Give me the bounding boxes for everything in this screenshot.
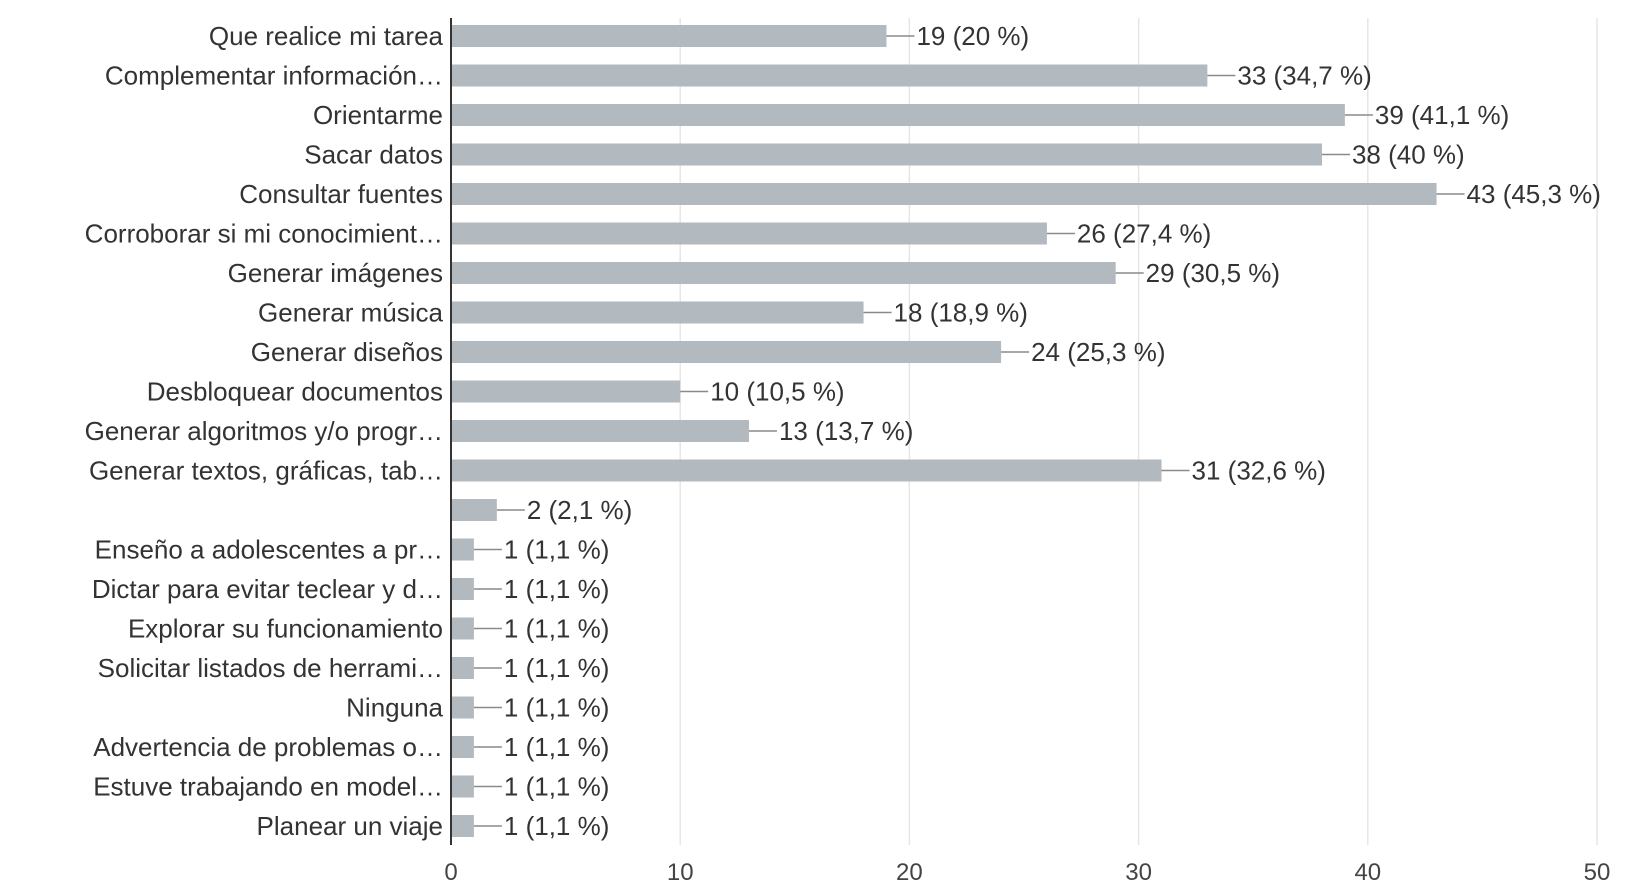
bar [451, 657, 474, 679]
data-label: 10 (10,5 %) [710, 377, 844, 407]
category-label: Generar diseños [251, 337, 443, 367]
bar [451, 578, 474, 600]
data-label: 43 (45,3 %) [1467, 179, 1601, 209]
data-label: 1 (1,1 %) [504, 574, 610, 604]
category-label: Explorar su funcionamiento [128, 614, 443, 644]
x-tick-label: 0 [444, 859, 457, 886]
data-label: 1 (1,1 %) [504, 535, 610, 565]
data-label: 26 (27,4 %) [1077, 219, 1211, 249]
data-label: 24 (25,3 %) [1031, 337, 1165, 367]
category-label: Generar imágenes [228, 258, 443, 288]
category-label: Sacar datos [304, 140, 443, 170]
x-tick-label: 50 [1584, 859, 1611, 886]
data-label: 1 (1,1 %) [504, 772, 610, 802]
bar [451, 341, 1002, 363]
category-label: Corroborar si mi conocimient… [85, 219, 443, 249]
bar [451, 183, 1437, 205]
data-label: 31 (32,6 %) [1192, 456, 1326, 486]
bar [451, 222, 1047, 245]
bar [451, 459, 1162, 482]
bar [451, 617, 474, 640]
bar [451, 25, 887, 47]
labels: 0 10 20 30 40 50 19 (20 %) Que realice mi tarea… [85, 21, 1611, 886]
bar [451, 815, 474, 837]
category-label: Dictar para evitar teclear y d… [92, 574, 443, 604]
bar [451, 380, 681, 403]
data-label: 33 (34,7 %) [1237, 61, 1371, 91]
bar [451, 420, 749, 442]
data-label: 19 (20 %) [916, 21, 1029, 51]
bar [451, 143, 1322, 166]
data-label: 39 (41,1 %) [1375, 100, 1509, 130]
category-label: Enseño a adolescentes a pr… [95, 535, 443, 565]
category-label: Solicitar listados de herrami… [98, 653, 443, 683]
bar [451, 736, 474, 758]
data-label: 13 (13,7 %) [779, 416, 913, 446]
data-label: 18 (18,9 %) [894, 298, 1028, 328]
bar [451, 775, 474, 798]
x-tick-label: 30 [1125, 859, 1152, 886]
data-label: 1 (1,1 %) [504, 732, 610, 762]
category-label: Planear un viaje [257, 811, 443, 841]
data-label: 1 (1,1 %) [504, 653, 610, 683]
category-label: Que realice mi tarea [209, 21, 444, 51]
category-label: Desbloquear documentos [147, 377, 443, 407]
data-label: 38 (40 %) [1352, 140, 1465, 170]
x-tick-label: 10 [667, 859, 694, 886]
x-tick-label: 40 [1354, 859, 1381, 886]
data-label: 29 (30,5 %) [1146, 258, 1280, 288]
data-label: 1 (1,1 %) [504, 693, 610, 723]
category-label: Estuve trabajando en model… [93, 772, 443, 802]
category-label: Generar textos, gráficas, tab… [89, 456, 443, 486]
bar [451, 696, 474, 719]
category-label: Complementar información… [105, 61, 443, 91]
bar [451, 262, 1116, 284]
category-label: Generar algoritmos y/o progr… [85, 416, 443, 446]
bars [451, 25, 1465, 837]
data-label: 1 (1,1 %) [504, 614, 610, 644]
data-label: 2 (2,1 %) [527, 495, 633, 525]
data-label: 1 (1,1 %) [504, 811, 610, 841]
category-label: Ninguna [346, 693, 443, 723]
category-label: Generar música [258, 298, 443, 328]
bar [451, 301, 864, 324]
x-tick-label: 20 [896, 859, 923, 886]
category-label: Advertencia de problemas o… [93, 732, 443, 762]
category-label: Consultar fuentes [239, 179, 443, 209]
bar [451, 64, 1208, 87]
bar [451, 104, 1345, 126]
bar [451, 499, 497, 521]
category-label: Orientarme [313, 100, 443, 130]
bar [451, 538, 474, 561]
